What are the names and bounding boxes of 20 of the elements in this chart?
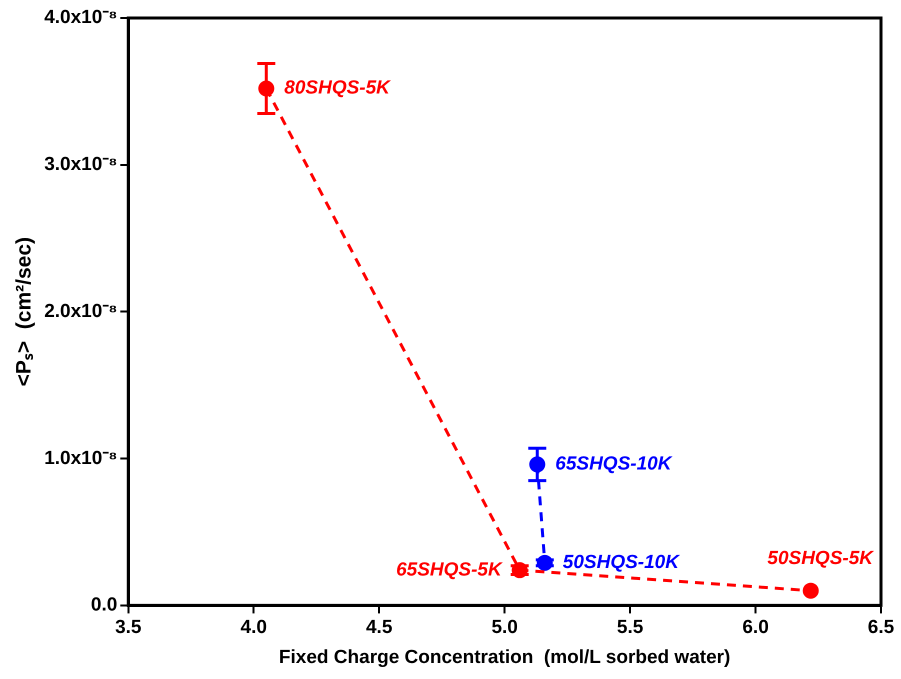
y-tick-label: 3.0x10⁻⁸: [44, 154, 118, 176]
x-tick-label: 6.5: [868, 617, 895, 638]
annotation: 80SHQS-5K: [284, 78, 392, 99]
x-tick-label: 5.0: [491, 617, 518, 638]
y-tick-label: 4.0x10⁻⁸: [44, 7, 118, 28]
y-tick-label: 1.0x10⁻⁸: [44, 448, 118, 469]
y-axis-title: <Pₛ> (cm²/sec): [12, 236, 36, 386]
x-axis-title: Fixed Charge Concentration (mol/L sorbed water): [278, 646, 730, 668]
x-tick-label: 4.5: [366, 617, 393, 638]
x-tick-label: 5.5: [616, 617, 644, 638]
x-tick-label: 6.0: [742, 617, 769, 638]
y-tick-label: 2.0x10⁻⁸: [44, 300, 118, 322]
x-tick-label: 3.5: [115, 617, 142, 638]
annotation: 50SHQS-10K: [562, 552, 680, 574]
x-tick-label: 4.0: [240, 617, 267, 638]
annotation: 50SHQS-5K: [767, 548, 874, 569]
point: [802, 582, 819, 599]
annotation: 65SHQS-5K: [396, 559, 503, 580]
y-tick-label: 0.0: [90, 594, 118, 616]
annotation: 65SHQS-10K: [555, 454, 673, 475]
